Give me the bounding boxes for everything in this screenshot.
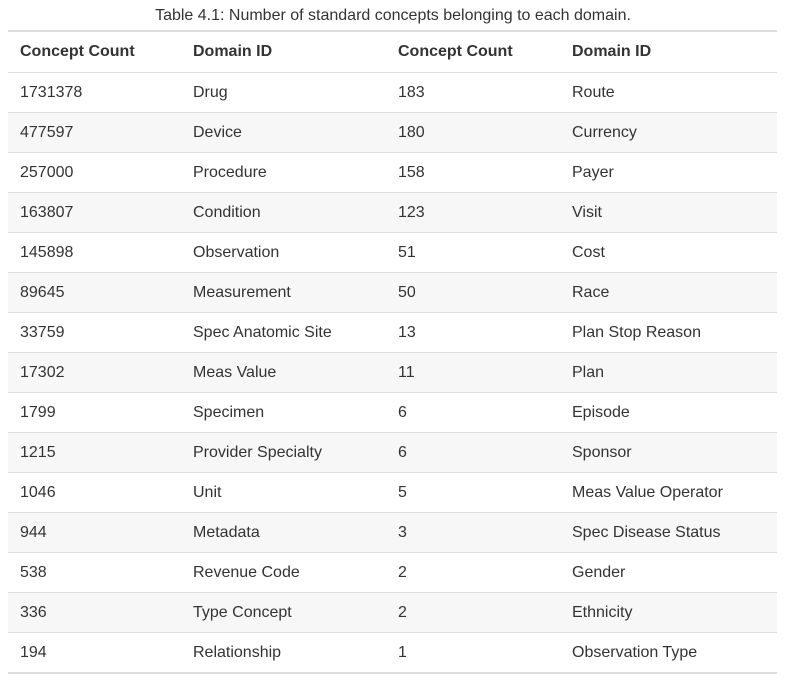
table-caption: Table 4.1: Number of standard concepts b… bbox=[155, 7, 631, 24]
concept-count-cell: 33759 bbox=[8, 312, 181, 353]
domain-id-cell: Currency bbox=[560, 112, 777, 153]
concept-count-cell: 1731378 bbox=[8, 72, 181, 113]
concept-count-cell: 11 bbox=[386, 352, 560, 393]
concept-count-cell: 50 bbox=[386, 272, 560, 313]
domain-id-cell: Episode bbox=[560, 392, 777, 433]
domain-id-cell: Meas Value Operator bbox=[560, 472, 777, 513]
concept-count-cell: 180 bbox=[386, 112, 560, 153]
domain-id-cell: Device bbox=[181, 112, 386, 153]
concept-count-cell: 194 bbox=[8, 632, 181, 673]
concept-count-cell: 944 bbox=[8, 512, 181, 553]
concept-count-cell: 257000 bbox=[8, 152, 181, 193]
table-row: 17302 Meas Value 11 Plan bbox=[8, 352, 777, 393]
domain-id-cell: Route bbox=[560, 72, 777, 113]
concept-count-cell: 3 bbox=[386, 512, 560, 553]
domain-id-cell: Unit bbox=[181, 472, 386, 513]
concept-count-cell: 13 bbox=[386, 312, 560, 353]
concept-count-cell: 1215 bbox=[8, 432, 181, 473]
domain-id-cell: Spec Disease Status bbox=[560, 512, 777, 553]
concept-count-cell: 1046 bbox=[8, 472, 181, 513]
concept-count-cell: 183 bbox=[386, 72, 560, 113]
domain-id-cell: Provider Specialty bbox=[181, 432, 386, 473]
table-row: 1731378 Drug 183 Route bbox=[8, 72, 777, 113]
concept-count-cell: 1799 bbox=[8, 392, 181, 433]
concept-count-cell: 145898 bbox=[8, 232, 181, 273]
concept-count-cell: 158 bbox=[386, 152, 560, 193]
table-row: 194 Relationship 1 Observation Type bbox=[8, 632, 777, 673]
concept-count-cell: 1 bbox=[386, 632, 560, 673]
domain-id-cell: Ethnicity bbox=[560, 592, 777, 633]
domain-id-cell: Spec Anatomic Site bbox=[181, 312, 386, 353]
table-row: 944 Metadata 3 Spec Disease Status bbox=[8, 512, 777, 553]
domain-id-cell: Payer bbox=[560, 152, 777, 193]
domain-id-cell: Observation bbox=[181, 232, 386, 273]
table-row: 477597 Device 180 Currency bbox=[8, 112, 777, 153]
concept-count-cell: 5 bbox=[386, 472, 560, 513]
table-row: 89645 Measurement 50 Race bbox=[8, 272, 777, 313]
domain-id-cell: Observation Type bbox=[560, 632, 777, 673]
concept-count-cell: 163807 bbox=[8, 192, 181, 233]
concept-count-cell: 89645 bbox=[8, 272, 181, 313]
concept-count-cell: 336 bbox=[8, 592, 181, 633]
domain-id-cell: Relationship bbox=[181, 632, 386, 673]
concept-count-cell: 6 bbox=[386, 392, 560, 433]
header-domain-id-1: Domain ID bbox=[181, 31, 386, 73]
concept-count-cell: 51 bbox=[386, 232, 560, 273]
table-row: 257000 Procedure 158 Payer bbox=[8, 152, 777, 193]
domain-id-cell: Metadata bbox=[181, 512, 386, 553]
domain-id-cell: Drug bbox=[181, 72, 386, 113]
concept-count-cell: 17302 bbox=[8, 352, 181, 393]
table-row: 33759 Spec Anatomic Site 13 Plan Stop Reaso… bbox=[8, 312, 777, 353]
header-domain-id-2: Domain ID bbox=[560, 31, 777, 73]
concept-count-cell: 123 bbox=[386, 192, 560, 233]
domain-id-cell: Meas Value bbox=[181, 352, 386, 393]
header-row: Concept Count Domain ID Concept Count Do… bbox=[8, 31, 777, 73]
concept-domain-table: Concept Count Domain ID Concept Count Do… bbox=[8, 30, 777, 674]
domain-id-cell: Type Concept bbox=[181, 592, 386, 633]
header-concept-count-1: Concept Count bbox=[8, 31, 181, 73]
table-row: 163807 Condition 123 Visit bbox=[8, 192, 777, 233]
table-row: 1046 Unit 5 Meas Value Operator bbox=[8, 472, 777, 513]
concept-count-cell: 2 bbox=[386, 552, 560, 593]
table-row: 1215 Provider Specialty 6 Sponsor bbox=[8, 432, 777, 473]
concept-count-cell: 477597 bbox=[8, 112, 181, 153]
domain-id-cell: Race bbox=[560, 272, 777, 313]
concept-count-cell: 2 bbox=[386, 592, 560, 633]
domain-id-cell: Sponsor bbox=[560, 432, 777, 473]
table-row: 336 Type Concept 2 Ethnicity bbox=[8, 592, 777, 633]
domain-id-cell: Revenue Code bbox=[181, 552, 386, 593]
concept-count-cell: 538 bbox=[8, 552, 181, 593]
domain-id-cell: Visit bbox=[560, 192, 777, 233]
concept-count-cell: 6 bbox=[386, 432, 560, 473]
table-body: 1731378 Drug 183 Route 477597 Device 180 Curren… bbox=[8, 72, 777, 673]
domain-id-cell: Specimen bbox=[181, 392, 386, 433]
table-row: 145898 Observation 51 Cost bbox=[8, 232, 777, 273]
domain-id-cell: Plan Stop Reason bbox=[560, 312, 777, 353]
table-row: 538 Revenue Code 2 Gender bbox=[8, 552, 777, 593]
domain-id-cell: Plan bbox=[560, 352, 777, 393]
table-row: 1799 Specimen 6 Episode bbox=[8, 392, 777, 433]
domain-id-cell: Procedure bbox=[181, 152, 386, 193]
domain-id-cell: Gender bbox=[560, 552, 777, 593]
domain-id-cell: Cost bbox=[560, 232, 777, 273]
domain-id-cell: Condition bbox=[181, 192, 386, 233]
header-concept-count-2: Concept Count bbox=[386, 31, 560, 73]
domain-id-cell: Measurement bbox=[181, 272, 386, 313]
